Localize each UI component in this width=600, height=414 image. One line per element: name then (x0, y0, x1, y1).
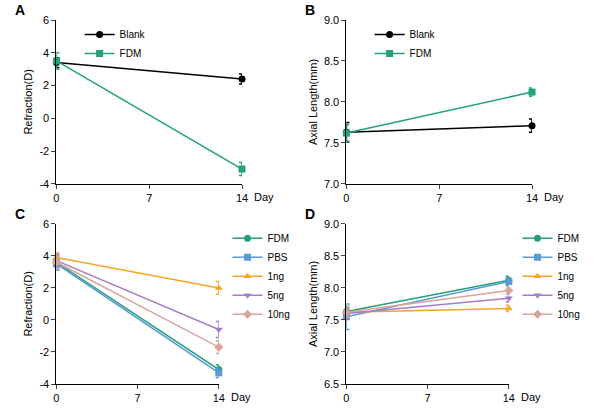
svg-text:6: 6 (43, 14, 49, 26)
svg-text:C: C (15, 206, 25, 222)
svg-text:0: 0 (43, 314, 49, 326)
svg-text:Axial Length(mm): Axial Length(mm) (307, 59, 319, 145)
svg-text:Blank: Blank (410, 29, 436, 40)
svg-text:B: B (305, 2, 315, 18)
svg-text:-2: -2 (39, 145, 49, 157)
svg-text:D: D (305, 206, 315, 222)
svg-text:6.5: 6.5 (324, 378, 339, 390)
svg-text:8.5: 8.5 (324, 250, 339, 262)
svg-text:A: A (15, 2, 25, 18)
svg-text:FDM: FDM (410, 48, 432, 59)
svg-text:7: 7 (146, 192, 152, 204)
svg-text:7.5: 7.5 (324, 137, 339, 149)
svg-text:5ng: 5ng (558, 290, 575, 301)
svg-text:Axial Length(mm): Axial Length(mm) (307, 261, 319, 347)
svg-text:0: 0 (343, 192, 349, 204)
svg-text:8.0: 8.0 (324, 96, 339, 108)
svg-text:14: 14 (236, 192, 248, 204)
svg-text:10ng: 10ng (268, 309, 290, 320)
svg-text:PBS: PBS (268, 252, 288, 263)
svg-text:Day: Day (521, 391, 541, 403)
svg-text:1ng: 1ng (268, 271, 285, 282)
svg-text:-4: -4 (39, 178, 49, 190)
svg-text:1ng: 1ng (558, 271, 575, 282)
svg-text:4: 4 (43, 47, 49, 59)
svg-text:0: 0 (43, 112, 49, 124)
svg-text:2: 2 (43, 282, 49, 294)
svg-text:7: 7 (135, 392, 141, 404)
svg-text:Refraction(D): Refraction(D) (22, 271, 34, 336)
svg-text:Refraction(D): Refraction(D) (22, 69, 34, 134)
svg-text:9.0: 9.0 (324, 218, 339, 230)
svg-text:9.0: 9.0 (324, 14, 339, 26)
svg-text:5ng: 5ng (268, 290, 285, 301)
svg-text:7: 7 (436, 192, 442, 204)
svg-text:0: 0 (53, 192, 59, 204)
svg-text:Day: Day (544, 191, 564, 203)
svg-text:Day: Day (254, 191, 274, 203)
svg-text:Blank: Blank (120, 29, 146, 40)
svg-text:6: 6 (43, 218, 49, 230)
svg-text:-2: -2 (39, 346, 49, 358)
svg-text:7.0: 7.0 (324, 346, 339, 358)
svg-text:8.0: 8.0 (324, 282, 339, 294)
svg-text:7.0: 7.0 (324, 178, 339, 190)
svg-text:8.5: 8.5 (324, 55, 339, 67)
svg-text:FDM: FDM (120, 48, 142, 59)
svg-text:7.5: 7.5 (324, 314, 339, 326)
svg-text:10ng: 10ng (558, 309, 580, 320)
svg-text:2: 2 (43, 79, 49, 91)
svg-text:14: 14 (503, 392, 515, 404)
svg-text:FDM: FDM (558, 233, 580, 244)
svg-text:7: 7 (425, 392, 431, 404)
svg-text:0: 0 (53, 392, 59, 404)
svg-text:-4: -4 (39, 378, 49, 390)
svg-text:Day: Day (231, 391, 251, 403)
svg-text:0: 0 (343, 392, 349, 404)
svg-text:14: 14 (213, 392, 225, 404)
svg-text:14: 14 (526, 192, 538, 204)
svg-text:4: 4 (43, 250, 49, 262)
svg-text:FDM: FDM (268, 233, 290, 244)
svg-text:PBS: PBS (558, 252, 578, 263)
